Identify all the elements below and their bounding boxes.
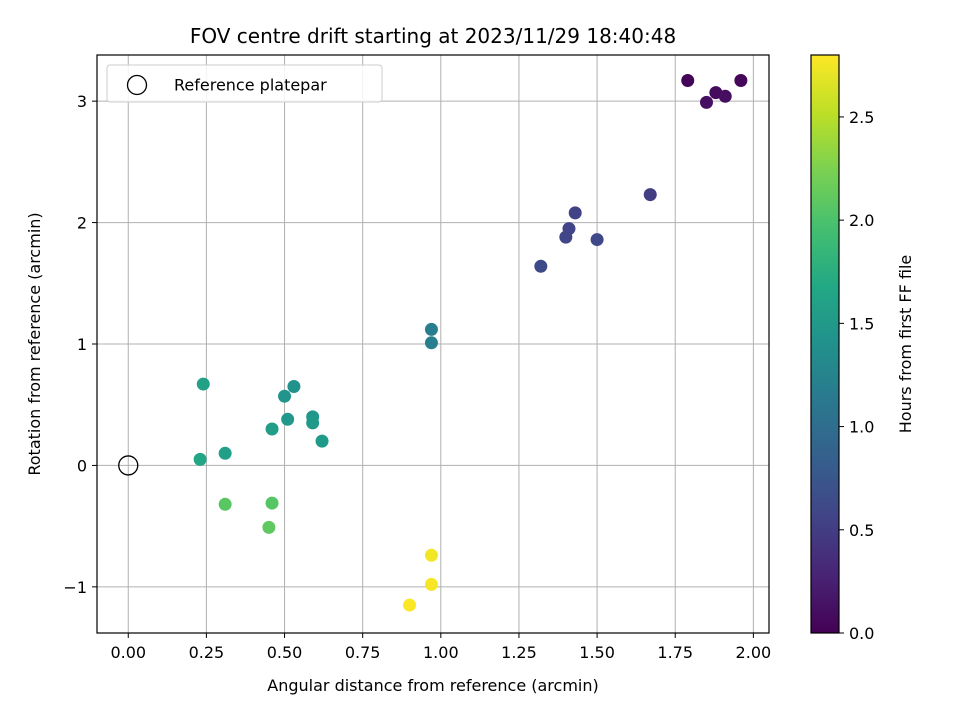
x-tick-label: 1.50	[579, 643, 615, 662]
data-point	[643, 188, 657, 202]
data-point	[681, 74, 695, 87]
chart-title: FOV centre drift starting at 2023/11/29 …	[190, 24, 676, 48]
data-point	[262, 520, 276, 534]
data-point	[281, 412, 295, 426]
data-point	[278, 389, 292, 403]
x-axis-ticks: 0.00 0.25 0.50 0.75 1.00 1.25 1.50 1.75 2.00	[110, 633, 771, 662]
data-point	[193, 452, 207, 466]
data-point	[196, 377, 210, 391]
data-point	[568, 206, 582, 220]
reference-point-layer	[118, 455, 139, 476]
legend-box	[106, 64, 383, 103]
data-point	[306, 416, 320, 430]
data-point	[424, 336, 438, 350]
colorbar-tick-label: 0.5	[849, 521, 874, 540]
x-tick-label: 0.25	[189, 643, 225, 662]
y-axis-ticks: −1 0 1 2 3	[63, 92, 97, 597]
y-tick-label: 3	[77, 92, 87, 111]
data-point	[734, 74, 748, 87]
data-point	[590, 233, 604, 247]
colorbar-tick-label: 2.5	[849, 108, 874, 127]
colorbar-tick-label: 2.0	[849, 211, 874, 230]
y-tick-label: 1	[77, 335, 87, 354]
colorbar-ticks: 0.0 0.5 1.0 1.5 2.0 2.5	[839, 108, 874, 643]
data-point	[699, 95, 713, 109]
colorbar: 0.0 0.5 1.0 1.5 2.0 2.5 Hours from first FF f…	[810, 54, 915, 643]
colorbar-gradient	[810, 54, 840, 634]
x-tick-label: 1.25	[501, 643, 537, 662]
reference-point-marker	[118, 455, 139, 476]
colorbar-tick-label: 1.0	[849, 418, 874, 437]
x-tick-label: 1.75	[657, 643, 693, 662]
data-point	[403, 598, 417, 612]
x-tick-label: 0.00	[110, 643, 146, 662]
x-tick-label: 0.75	[345, 643, 381, 662]
y-tick-label: 2	[77, 214, 87, 233]
legend: Reference platepar	[106, 64, 383, 103]
x-tick-label: 0.50	[267, 643, 303, 662]
x-axis-label: Angular distance from reference (arcmin)	[267, 676, 598, 695]
data-point	[315, 434, 329, 448]
legend-label-reference: Reference platepar	[174, 76, 327, 95]
legend-marker-reference	[126, 74, 148, 96]
x-tick-label: 1.00	[423, 643, 459, 662]
data-point	[424, 548, 438, 562]
data-point	[265, 496, 279, 510]
data-point	[424, 577, 438, 591]
data-point	[424, 322, 438, 336]
y-tick-label: −1	[63, 578, 87, 597]
data-points	[193, 74, 748, 612]
data-point	[265, 422, 279, 436]
colorbar-tick-label: 1.5	[849, 314, 874, 333]
data-point	[534, 259, 548, 273]
colorbar-label: Hours from first FF file	[896, 255, 915, 434]
data-point	[287, 380, 301, 393]
data-point	[559, 230, 573, 244]
y-axis-label: Rotation from reference (arcmin)	[25, 212, 44, 475]
data-point	[218, 497, 232, 511]
data-point	[218, 446, 232, 460]
y-tick-label: 0	[77, 456, 87, 475]
x-tick-label: 2.00	[736, 643, 772, 662]
colorbar-tick-label: 0.0	[849, 624, 874, 643]
grid-lines	[97, 55, 769, 633]
data-point	[718, 89, 732, 103]
